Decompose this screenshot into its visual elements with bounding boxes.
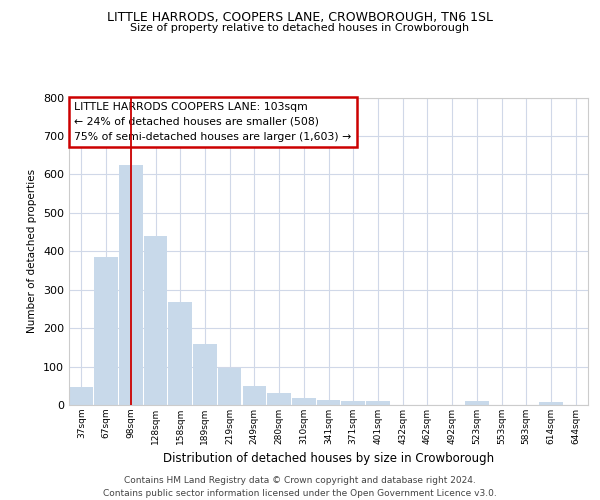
Text: LITTLE HARRODS, COOPERS LANE, CROWBOROUGH, TN6 1SL: LITTLE HARRODS, COOPERS LANE, CROWBOROUG…	[107, 11, 493, 24]
Bar	[193, 344, 217, 405]
Bar	[119, 165, 143, 405]
Text: LITTLE HARRODS COOPERS LANE: 103sqm
← 24% of detached houses are smaller (508)
7: LITTLE HARRODS COOPERS LANE: 103sqm ← 24…	[74, 102, 352, 142]
Bar	[465, 401, 488, 405]
Text: Contains HM Land Registry data © Crown copyright and database right 2024.
Contai: Contains HM Land Registry data © Crown c…	[103, 476, 497, 498]
Bar	[366, 401, 389, 405]
Bar	[70, 387, 93, 405]
Bar	[144, 236, 167, 405]
X-axis label: Distribution of detached houses by size in Crowborough: Distribution of detached houses by size …	[163, 452, 494, 466]
Bar	[292, 398, 316, 405]
Text: Size of property relative to detached houses in Crowborough: Size of property relative to detached ho…	[130, 23, 470, 33]
Bar	[539, 402, 563, 405]
Bar	[341, 401, 365, 405]
Bar	[169, 302, 192, 405]
Bar	[94, 257, 118, 405]
Bar	[218, 368, 241, 405]
Y-axis label: Number of detached properties: Number of detached properties	[28, 169, 37, 334]
Bar	[268, 394, 291, 405]
Bar	[242, 386, 266, 405]
Bar	[317, 400, 340, 405]
